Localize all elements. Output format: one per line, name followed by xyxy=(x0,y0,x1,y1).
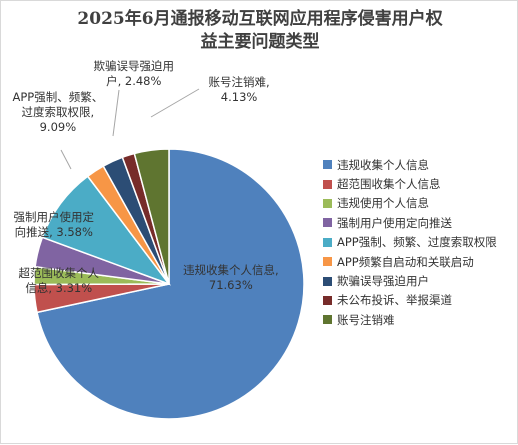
legend-label: 违规收集个人信息 xyxy=(337,157,429,172)
legend-item: 超范围收集个人信息 xyxy=(323,174,518,193)
leader-line-8 xyxy=(150,88,200,118)
data-label-line: 信息, 3.31% xyxy=(25,281,93,295)
data-label-4: APP强制、频繁、 过度索取权限, 9.09% xyxy=(13,90,104,135)
legend-item: 欺骗误导强迫用户 xyxy=(323,271,518,290)
data-label-line: 9.09% xyxy=(39,120,77,134)
leader-line-6 xyxy=(112,89,120,137)
data-label-1: 超范围收集个人 信息, 3.31% xyxy=(19,266,100,296)
legend-label: 账号注销难 xyxy=(337,312,395,327)
chart-title-line-1: 2025年6月通报移动互联网应用程序侵害用户权 xyxy=(77,9,443,29)
legend-label: 超范围收集个人信息 xyxy=(337,177,441,192)
data-label-line: 强制用户使用定 xyxy=(13,210,95,224)
pie-slice-8 xyxy=(133,148,170,285)
legend-item: 违规收集个人信息 xyxy=(323,155,518,174)
data-label-8: 账号注销难, 4.13% xyxy=(209,75,270,105)
chart-title: 2025年6月通报移动互联网应用程序侵害用户权 益主要问题类型 xyxy=(41,8,479,54)
legend-swatch xyxy=(323,179,332,189)
legend-swatch xyxy=(323,198,332,208)
pie-slices xyxy=(33,148,305,420)
data-label-line: 71.63% xyxy=(208,278,253,292)
legend-item: 强制用户使用定向推送 xyxy=(323,213,518,232)
data-label-line: 账号注销难, xyxy=(208,75,270,89)
legend-item: 账号注销难 xyxy=(323,310,518,329)
leader-line-4 xyxy=(60,149,72,170)
legend-label: 未公布投诉、举报渠道 xyxy=(337,293,452,308)
data-label-0: 违规收集个人信息, 71.63% xyxy=(183,263,279,293)
pie-slice-0 xyxy=(36,148,305,420)
legend-swatch xyxy=(323,160,332,170)
legend-item: APP强制、频繁、过度索取权限 xyxy=(323,233,518,252)
legend-swatch xyxy=(323,295,332,305)
legend: 违规收集个人信息 超范围收集个人信息 违规使用个人信息强制用户使用定向推送 APP强制… xyxy=(323,155,518,330)
data-label-line: 超范围收集个人 xyxy=(18,266,100,280)
data-label-line: 4.13% xyxy=(220,90,258,104)
data-label-line: 过度索取权限, xyxy=(21,105,95,119)
legend-swatch xyxy=(323,257,332,267)
data-label-line: APP强制、频繁、 xyxy=(12,90,104,104)
chart-title-line-2: 益主要问题类型 xyxy=(200,32,320,52)
legend-item: 违规使用个人信息 xyxy=(323,194,518,213)
legend-swatch xyxy=(323,237,332,247)
legend-item: 未公布投诉、举报渠道 xyxy=(323,291,518,310)
legend-swatch xyxy=(323,218,332,228)
data-label-line: 户, 2.48% xyxy=(106,74,162,88)
legend-swatch xyxy=(323,315,332,325)
legend-label: 违规使用个人信息 xyxy=(337,196,429,211)
legend-label: APP频繁自启动和关联启动 xyxy=(337,254,474,269)
legend-label: 欺骗误导强迫用户 xyxy=(337,274,429,289)
legend-label: APP强制、频繁、过度索取权限 xyxy=(337,235,497,250)
legend-swatch xyxy=(323,276,332,286)
data-label-6: 欺骗误导强迫用 户, 2.48% xyxy=(94,59,175,89)
data-label-line: 欺骗误导强迫用 xyxy=(93,59,175,73)
data-label-line: 向推送, 3.58% xyxy=(14,225,93,239)
data-label-3: 强制用户使用定 向推送, 3.58% xyxy=(14,210,95,240)
legend-item: APP频繁自启动和关联启动 xyxy=(323,252,518,271)
legend-label: 强制用户使用定向推送 xyxy=(337,215,452,230)
data-label-line: 违规收集个人信息, xyxy=(183,263,279,277)
